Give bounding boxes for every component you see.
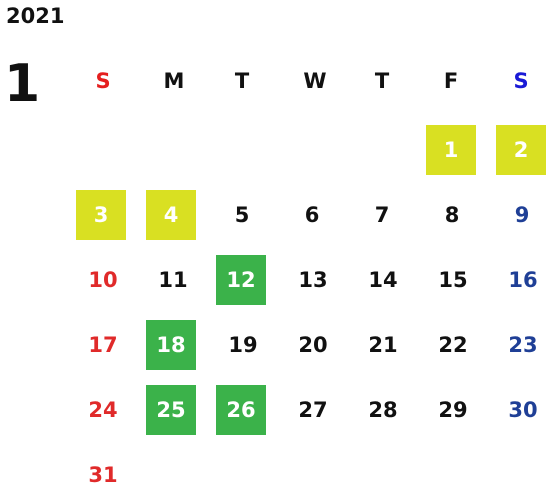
month-number: 1: [4, 54, 41, 114]
day-cell-23[interactable]: 23: [508, 333, 538, 357]
weekday-thu: T: [374, 69, 390, 93]
day-cell-7[interactable]: 7: [374, 203, 390, 227]
weekday-wed: W: [303, 69, 327, 93]
day-cell-8[interactable]: 8: [444, 203, 460, 227]
day-cell-1[interactable]: 1: [426, 125, 476, 175]
day-cell-11[interactable]: 11: [158, 268, 188, 292]
weekday-mon: M: [163, 69, 185, 93]
year-label: 2021: [6, 4, 65, 28]
weekday-sat: S: [513, 69, 529, 93]
day-cell-31[interactable]: 31: [88, 463, 118, 487]
day-cell-13[interactable]: 13: [298, 268, 328, 292]
day-cell-21[interactable]: 21: [368, 333, 398, 357]
day-cell-22[interactable]: 22: [438, 333, 468, 357]
day-cell-2[interactable]: 2: [496, 125, 546, 175]
day-cell-6[interactable]: 6: [304, 203, 320, 227]
day-cell-24[interactable]: 24: [88, 398, 118, 422]
day-cell-20[interactable]: 20: [298, 333, 328, 357]
day-cell-19[interactable]: 19: [228, 333, 258, 357]
day-cell-17[interactable]: 17: [88, 333, 118, 357]
day-cell-25[interactable]: 25: [146, 385, 196, 435]
day-cell-14[interactable]: 14: [368, 268, 398, 292]
day-cell-3[interactable]: 3: [76, 190, 126, 240]
day-cell-28[interactable]: 28: [368, 398, 398, 422]
day-cell-16[interactable]: 16: [508, 268, 538, 292]
day-cell-29[interactable]: 29: [438, 398, 468, 422]
weekday-tue: T: [234, 69, 250, 93]
day-cell-4[interactable]: 4: [146, 190, 196, 240]
day-cell-26[interactable]: 26: [216, 385, 266, 435]
day-cell-9[interactable]: 9: [514, 203, 530, 227]
day-cell-5[interactable]: 5: [234, 203, 250, 227]
weekday-fri: F: [443, 69, 459, 93]
day-cell-30[interactable]: 30: [508, 398, 538, 422]
day-cell-10[interactable]: 10: [88, 268, 118, 292]
day-cell-18[interactable]: 18: [146, 320, 196, 370]
day-cell-15[interactable]: 15: [438, 268, 468, 292]
day-cell-12[interactable]: 12: [216, 255, 266, 305]
day-cell-27[interactable]: 27: [298, 398, 328, 422]
weekday-sun: S: [95, 69, 111, 93]
